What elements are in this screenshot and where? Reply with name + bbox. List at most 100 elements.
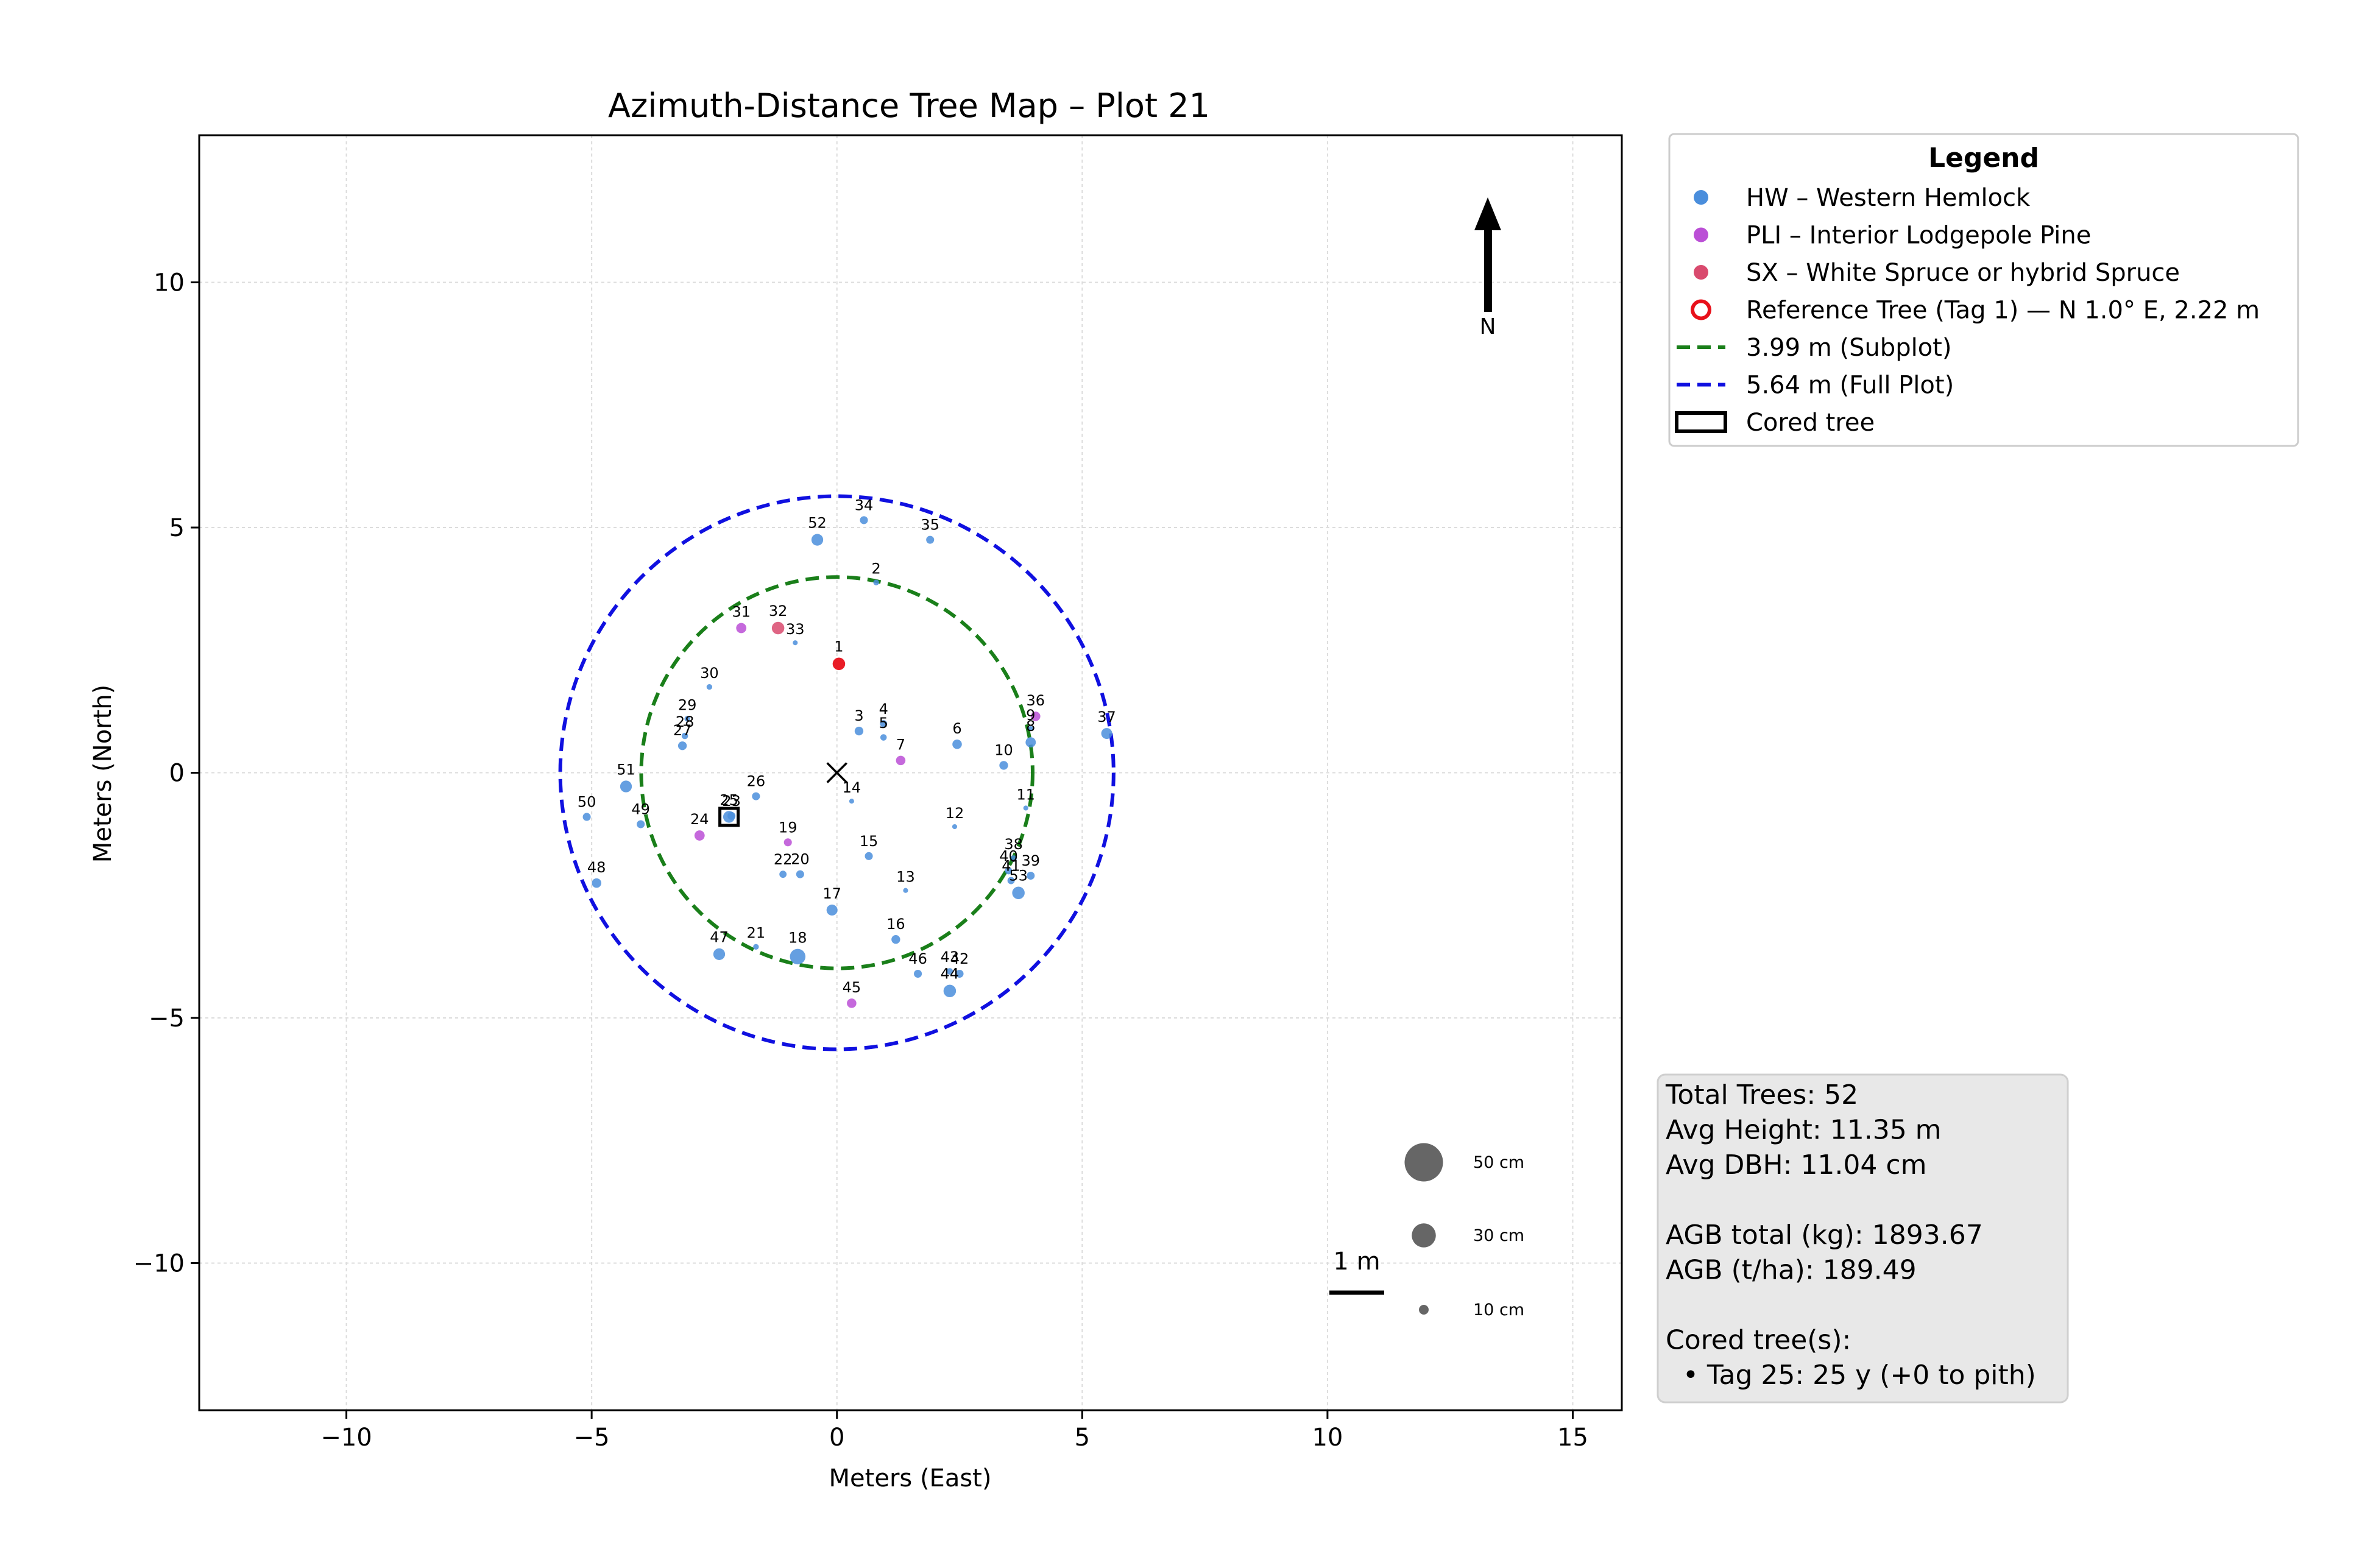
stats-line: Avg Height: 11.35 m (1666, 1115, 1942, 1146)
x-tick-label: −5 (574, 1424, 610, 1452)
tree-point (684, 716, 690, 722)
tree-tag-label: 21 (747, 925, 766, 942)
tree-point (854, 726, 864, 736)
tree-tag-label: 11 (1016, 786, 1035, 803)
tree-tag-label: 9 (1026, 707, 1035, 724)
tree-tag-label: 45 (843, 979, 861, 996)
tree-tag-label: 4 (879, 701, 888, 718)
plot-circles (558, 494, 1116, 1051)
legend-marker-ring (1691, 299, 1711, 320)
tree-tag-label: 33 (786, 621, 805, 638)
tree-tag-label: 15 (860, 833, 879, 850)
tree-tag-label: 35 (921, 517, 939, 534)
size-legend-dot (1419, 1305, 1429, 1315)
tree-tag-label: 52 (808, 514, 827, 531)
tree-point (736, 623, 747, 634)
size-legend: 50 cm 30 cm 10 cm (1404, 1143, 1524, 1319)
tree-point (706, 683, 713, 690)
tree-point (865, 852, 873, 860)
legend-marker-dot (1694, 227, 1708, 242)
x-axis-label: Meters (East) (829, 1464, 992, 1492)
legend-title: Legend (1928, 143, 2039, 174)
tree-tag-label: 24 (690, 811, 709, 828)
tree-point (771, 621, 785, 635)
tree-point (999, 761, 1008, 770)
tree-tag-label: 7 (896, 736, 905, 754)
tree-point (1023, 805, 1028, 811)
tree-point (592, 878, 601, 888)
legend-entry-label: PLI – Interior Lodgepole Pine (1746, 222, 2091, 250)
tree-tag-label: 3 (854, 707, 863, 724)
size-legend-label: 50 cm (1473, 1153, 1524, 1172)
y-tick-label: 5 (169, 514, 185, 542)
tree-point (681, 732, 688, 740)
tree-tag-label: 12 (946, 805, 964, 822)
tree-tag-label: 41 (1002, 858, 1020, 875)
tree-point (620, 780, 632, 793)
tree-point (832, 657, 846, 671)
tree-point (779, 871, 787, 878)
tree-point (943, 984, 957, 997)
tree-tag-label: 31 (732, 604, 751, 621)
tree-point (582, 813, 591, 821)
tree-tag-label: 44 (941, 965, 960, 982)
tree-tag-label: 39 (1021, 852, 1040, 869)
tree-tag-label: 36 (1027, 692, 1045, 709)
stats-line: AGB (t/ha): 189.49 (1666, 1255, 1917, 1286)
tree-point (891, 935, 900, 944)
x-tick-label: 0 (829, 1424, 844, 1452)
tree-tag-label: 18 (788, 930, 807, 947)
legend-entry-label: 3.99 m (Subplot) (1746, 334, 1951, 362)
stats-line: Avg DBH: 11.04 cm (1666, 1150, 1926, 1181)
tree-tag-label: 46 (908, 950, 927, 967)
stats-line: Cored tree(s): (1666, 1325, 1851, 1356)
tree-point (1007, 877, 1015, 885)
tree-tag-label: 8 (1026, 718, 1035, 735)
tree-tag-label: 53 (1009, 867, 1028, 884)
tree-point (752, 792, 760, 800)
tree-point (811, 534, 824, 546)
tree-tag-label: 43 (941, 948, 960, 966)
tree-point (826, 904, 838, 916)
tree-tag-label: 29 (678, 696, 697, 713)
tree-point (1025, 737, 1036, 747)
tree-tag-label: 2 (871, 560, 880, 577)
legend-entry-label: 5.64 m (Full Plot) (1746, 372, 1954, 400)
legend-marker-box (1675, 411, 1727, 433)
tree-point (849, 799, 854, 804)
tree-point (793, 640, 798, 646)
tree-tag-label: 28 (676, 713, 695, 730)
legend-box: Legend HW – Western Hemlock PLI – Interio… (1668, 133, 2299, 447)
tree-tag-label: 26 (747, 773, 766, 790)
legend-marker-dot (1694, 190, 1708, 205)
stats-line: AGB total (kg): 1893.67 (1666, 1220, 1983, 1251)
x-axis-ticks: −10 −5 0 5 10 15 (320, 1410, 1588, 1452)
tree-point (880, 720, 888, 727)
legend-marker-dot (1694, 265, 1708, 280)
plot-background (199, 135, 1622, 1410)
tree-point (880, 734, 887, 741)
tree-tag-label: 47 (710, 929, 729, 946)
legend-entry-label: SX – White Spruce or hybrid Spruce (1746, 259, 2180, 287)
tree-point (783, 838, 792, 847)
tree-tag-label: 42 (950, 950, 969, 967)
tree-points (582, 516, 1112, 1008)
north-arrow-shaft (1484, 227, 1492, 312)
tree-tag-label: 19 (779, 819, 797, 836)
tree-tag-label: 34 (855, 496, 874, 514)
legend-entry-label: Cored tree (1746, 409, 1875, 437)
y-tick-label: 10 (154, 269, 185, 297)
north-arrow-label: N (1480, 314, 1496, 339)
tree-tag-label: 22 (774, 851, 793, 868)
size-legend-dot (1412, 1223, 1436, 1248)
plot-center-marker (826, 762, 847, 783)
stats-line: Total Trees: 52 (1665, 1079, 1858, 1111)
tree-point (723, 811, 735, 823)
y-tick-label: −10 (133, 1250, 185, 1278)
legend-entry-label: HW – Western Hemlock (1746, 184, 2031, 212)
tree-point (1028, 726, 1033, 732)
north-arrow: N (1474, 197, 1501, 339)
tree-point (1027, 872, 1035, 880)
tree-labels: 123 45 67891011121314151617181920212223242… (578, 496, 1116, 996)
x-tick-label: 15 (1557, 1424, 1588, 1452)
